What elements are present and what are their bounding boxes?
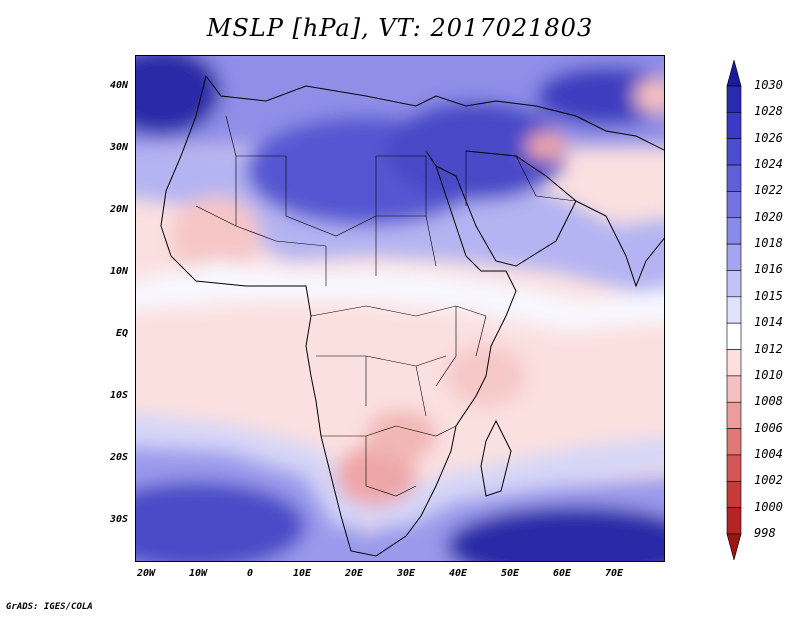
border-segment [321,425,457,497]
pressure-field [136,56,664,561]
transition-band [136,261,664,331]
lat-label-30n: 30N [109,142,128,153]
colorbar-segment [726,480,742,508]
colorbar-level-label: 1028 [754,104,783,119]
colorbar-segment [726,507,742,535]
border-segment [225,115,286,226]
colorbar-segment [726,428,742,456]
madagascar [480,419,512,497]
indian-ocean-high [446,506,664,561]
map-title: MSLP [hPa], VT: 2017021803 [206,14,594,42]
country-borders [195,115,577,497]
colorbar-level-label: 1002 [754,473,783,488]
colorbar-segment [726,243,742,271]
colorbar-segment [726,270,742,298]
colorbar-level-label: 1018 [754,236,783,251]
mediterranean-coast [205,75,664,151]
kalahari-low [336,446,416,506]
colorbar-segment [726,112,742,140]
india-coast [575,200,664,288]
pressure-map [135,55,665,562]
west-africa-low [171,196,261,276]
colorbar-level-label: 1022 [754,183,783,198]
border-segment [316,355,447,417]
colorbar-bottom-arrow [726,533,742,560]
border-segment [325,215,437,286]
lon-label-40e: 40E [448,568,468,579]
colorbar-level-label: 1008 [754,394,783,409]
lon-label-50e: 50E [500,568,520,579]
lon-label-10w: 10W [188,568,208,579]
colorbar-segment [726,401,742,429]
colorbar-segment [726,138,742,166]
border-segment [310,305,487,317]
colorbar-segment [726,164,742,192]
colorbar-level-label: 1014 [754,315,783,330]
lat-label-10s: 10S [109,390,128,401]
lat-label-20s: 20S [109,452,128,463]
lon-label-10e: 10E [292,568,312,579]
border-segment [195,205,327,247]
northeast-low [634,78,664,114]
border-segment [376,155,427,217]
colorbar-level-label: 1015 [754,288,783,303]
border-segment [435,306,487,387]
lon-label-0: 0 [246,568,254,579]
asian-high [536,66,664,126]
lat-label-10n: 10N [109,266,128,277]
colorbar-level-label: 1012 [754,341,783,356]
colorbar-segment [726,191,742,219]
lon-label-20w: 20W [136,568,156,579]
lat-label-40n: 40N [109,80,128,91]
lon-label-70e: 70E [604,568,624,579]
colorbar-segment [726,217,742,245]
colorbar-level-label: 1024 [754,157,783,172]
colorbar-segment [726,85,742,113]
arabian-high [386,101,566,201]
lon-label-60e: 60E [552,568,572,579]
southern-ridge-edge [136,413,664,526]
colorbar-top-arrow [726,60,742,87]
lon-label-20e: 20E [344,568,364,579]
colorbar-level-label: 1016 [754,262,783,277]
border-segment [285,156,377,237]
lat-label-20n: 20N [109,204,128,215]
colorbar-level-label: 1006 [754,420,783,435]
colorbar-segment [726,454,742,482]
africa-outline [160,75,517,557]
colorbar-level-label: 1030 [754,78,783,92]
colorbar-level-label: 1020 [754,209,783,224]
lat-label-30s: 30S [109,514,128,525]
lat-label-eq: EQ [115,328,128,339]
colorbar-segment [726,375,742,403]
border-segment [465,151,577,206]
grads-credit: GrADS: IGES/COLA [6,602,93,612]
atlantic-high [136,56,221,136]
colorbar-segment [726,322,742,350]
south-atlantic-high [136,481,306,561]
colorbar-segment [726,296,742,324]
colorbar-segment [726,349,742,377]
colorbar [726,60,742,560]
colorbar-level-label: 1010 [754,367,783,382]
colorbar-level-label: 1026 [754,130,783,145]
iran-low [526,132,566,160]
colorbar-level-label: 998 [754,526,776,540]
colorbar-level-label: 1004 [754,446,783,461]
colorbar-level-label: 1000 [754,499,783,514]
coastlines [160,75,664,557]
lon-label-30e: 30E [396,568,416,579]
zambezi-low [366,411,436,461]
